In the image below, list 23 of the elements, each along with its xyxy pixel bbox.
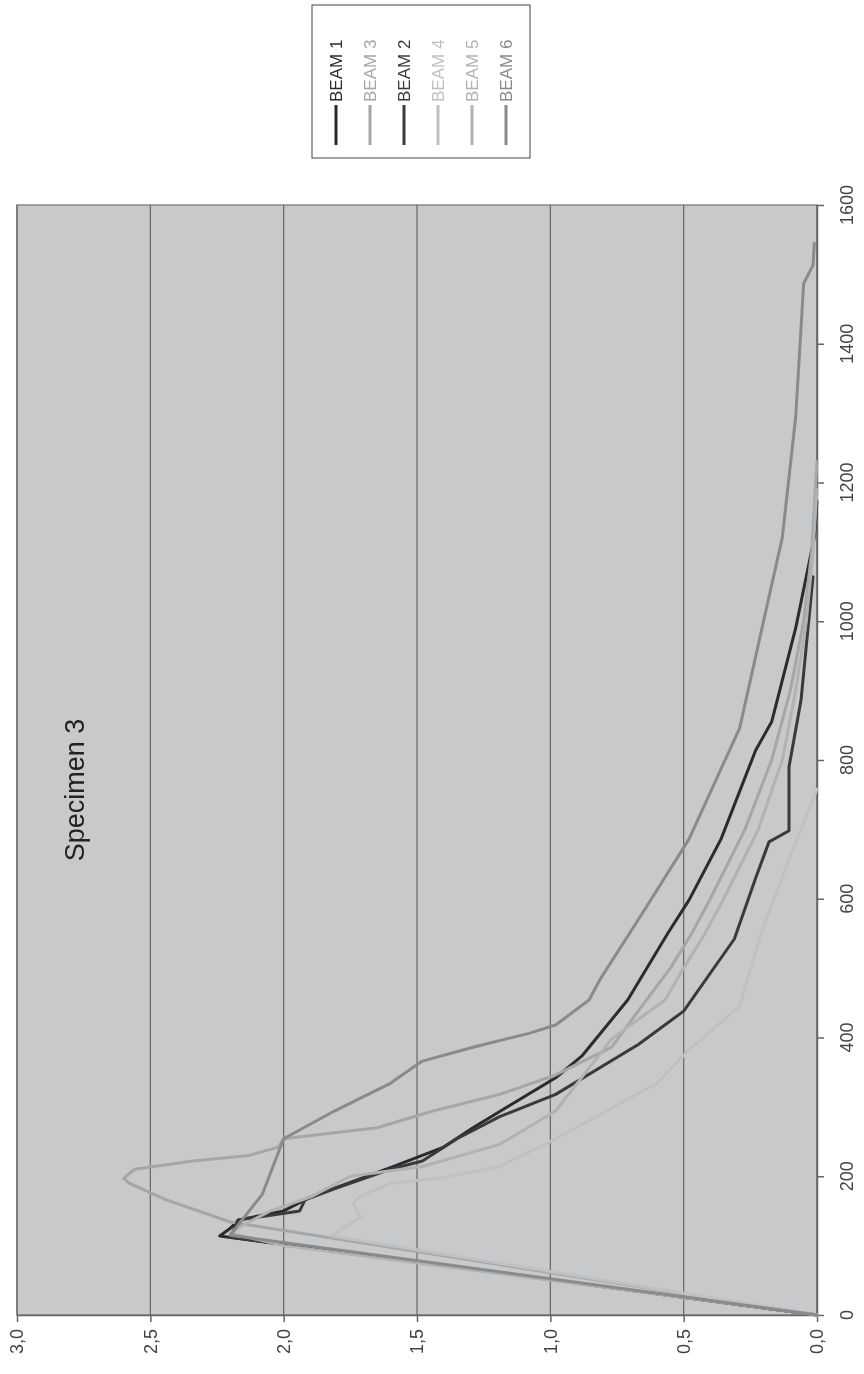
- text: BEAM 5: [462, 39, 482, 102]
- y-tick-label: 800: [837, 744, 858, 776]
- x-tick-label: 1,5: [407, 1329, 428, 1355]
- y-tick-label: 1600: [837, 184, 858, 226]
- text: BEAM 4: [428, 39, 448, 102]
- x-tick-label: 2,0: [273, 1329, 294, 1355]
- y-tick-label: 0: [837, 1309, 858, 1321]
- y-tick-label: 1000: [837, 601, 858, 642]
- text: BEAM 2: [394, 39, 414, 102]
- text: Specimen 3: [60, 718, 91, 862]
- y-tick-label: 1200: [837, 462, 858, 503]
- x-tick-label: 3,0: [7, 1329, 28, 1355]
- text: BEAM 3: [360, 39, 380, 102]
- y-tick-label: 600: [837, 883, 858, 914]
- y-tick-label: 1400: [837, 323, 858, 364]
- x-tick-label: 2,5: [140, 1329, 161, 1355]
- y-tick-label: 200: [837, 1161, 858, 1192]
- x-tick-label: 1,0: [540, 1329, 561, 1355]
- x-tick-label: 0,0: [807, 1329, 828, 1355]
- x-tick-label: 0,5: [673, 1329, 694, 1355]
- y-tick-label: 400: [837, 1022, 858, 1053]
- text: BEAM 6: [496, 39, 516, 102]
- text: BEAM 1: [326, 39, 346, 102]
